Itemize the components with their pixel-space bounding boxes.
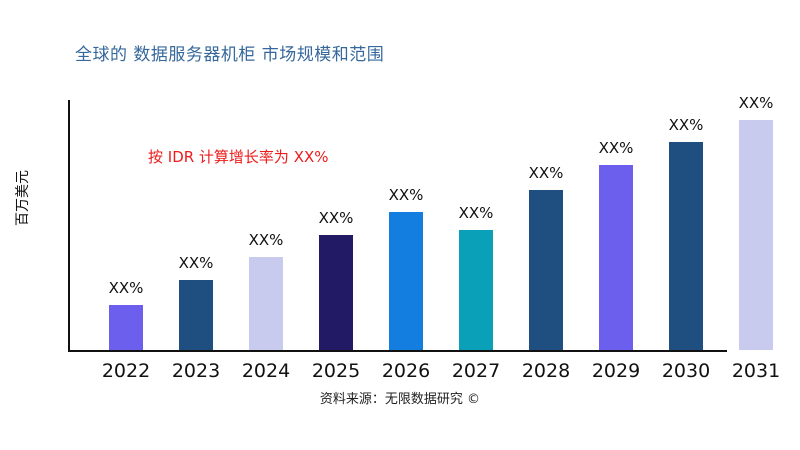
x-tick-label-2029: 2029 (591, 360, 641, 382)
x-tick-label-2027: 2027 (451, 360, 501, 382)
x-tick-label-2023: 2023 (171, 360, 221, 382)
x-tick-label-2026: 2026 (381, 360, 431, 382)
source-attribution: 资料来源：无限数据研究 © (319, 392, 481, 407)
bar-2031 (739, 120, 773, 350)
bar-2024 (249, 257, 283, 350)
y-axis-line (68, 100, 70, 352)
bar-value-label-2028: XX% (528, 164, 564, 182)
bar-2030 (669, 142, 703, 350)
x-tick-label-2030: 2030 (661, 360, 711, 382)
bar-2025 (319, 235, 353, 350)
bar-value-label-2029: XX% (598, 139, 634, 157)
y-axis-label: 百万美元 (15, 170, 31, 226)
chart-title: 全球的 数据服务器机柜 市场规模和范围 (75, 45, 385, 65)
bar-value-label-2024: XX% (248, 231, 284, 249)
bar-2026 (389, 212, 423, 350)
x-tick-label-2025: 2025 (311, 360, 361, 382)
bar-2027 (459, 230, 493, 350)
bar-value-label-2023: XX% (178, 254, 214, 272)
plot-area: XX% 2022 XX% 2023 XX% 2024 XX% 2025 XX% 2026 XX% 20… (68, 94, 780, 382)
bar-2022 (109, 305, 143, 350)
x-tick-label-2022: 2022 (101, 360, 151, 382)
bar-2023 (179, 280, 213, 350)
bar-value-label-2030: XX% (668, 116, 704, 134)
growth-rate-annotation: 按 IDR 计算增长率为 XX% (148, 148, 329, 166)
bar-value-label-2027: XX% (458, 204, 494, 222)
bar-2028 (529, 190, 563, 350)
bar-value-label-2022: XX% (108, 279, 144, 297)
bar-value-label-2025: XX% (318, 209, 354, 227)
x-tick-label-2031: 2031 (731, 360, 781, 382)
bar-2029 (599, 165, 633, 350)
bar-value-label-2031: XX% (738, 94, 774, 112)
x-tick-label-2028: 2028 (521, 360, 571, 382)
bar-value-label-2026: XX% (388, 186, 424, 204)
x-tick-label-2024: 2024 (241, 360, 291, 382)
x-axis-line (68, 350, 727, 352)
